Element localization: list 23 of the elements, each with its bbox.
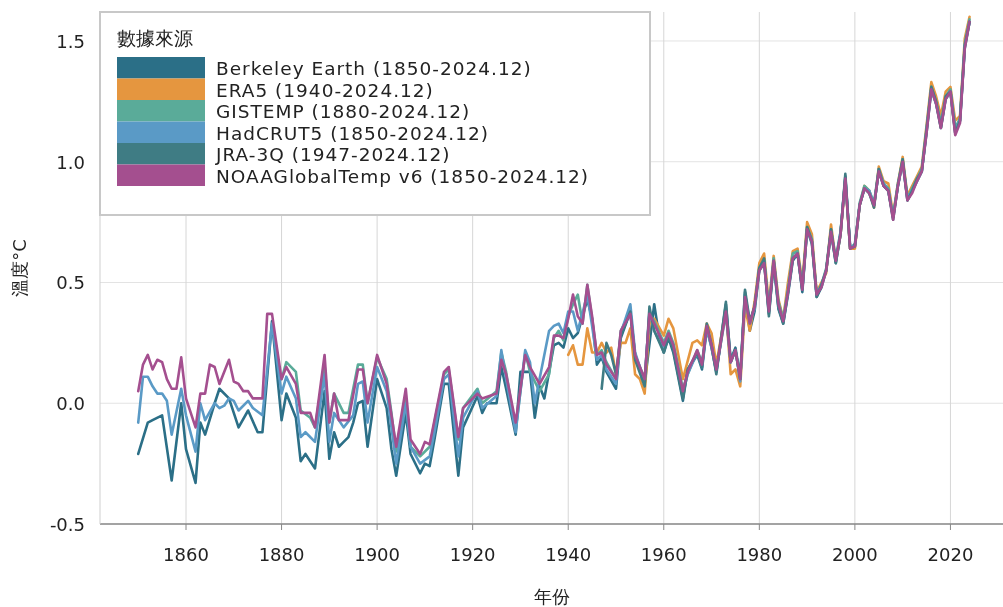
y-tick-label: 1.5 (56, 30, 85, 52)
x-axis-title: 年份 (533, 586, 570, 607)
x-tick-label: 1900 (354, 544, 401, 565)
x-tick-label: 1940 (545, 544, 592, 565)
y-tick-label: 0.5 (56, 272, 85, 294)
y-tick-label: -0.5 (49, 514, 85, 535)
y-tick-label: 0.0 (56, 393, 85, 415)
x-tick-label: 1980 (736, 544, 783, 565)
y-tick-label: 1.0 (56, 151, 85, 173)
x-tick-label: 2000 (831, 544, 878, 565)
legend-label: ERA5 (1940-2024.12) (216, 79, 434, 101)
legend-label: JRA-3Q (1947-2024.12) (215, 144, 451, 165)
legend-label: NOAAGlobalTemp v6 (1850-2024.12) (216, 165, 590, 187)
y-axis-title: 溫度°C (9, 239, 30, 297)
legend-label: Berkeley Earth (1850-2024.12) (216, 58, 532, 79)
legend-title: 數據來源 (117, 27, 193, 49)
x-tick-label: 1860 (163, 544, 209, 565)
x-tick-label: 1920 (449, 544, 496, 565)
x-tick-label: 1960 (640, 544, 687, 565)
legend-label: GISTEMP (1880-2024.12) (216, 101, 471, 122)
x-tick-label: 2020 (927, 544, 974, 565)
x-tick-label: 1880 (258, 544, 305, 565)
legend-label: HadCRUT5 (1850-2024.12) (216, 122, 489, 144)
